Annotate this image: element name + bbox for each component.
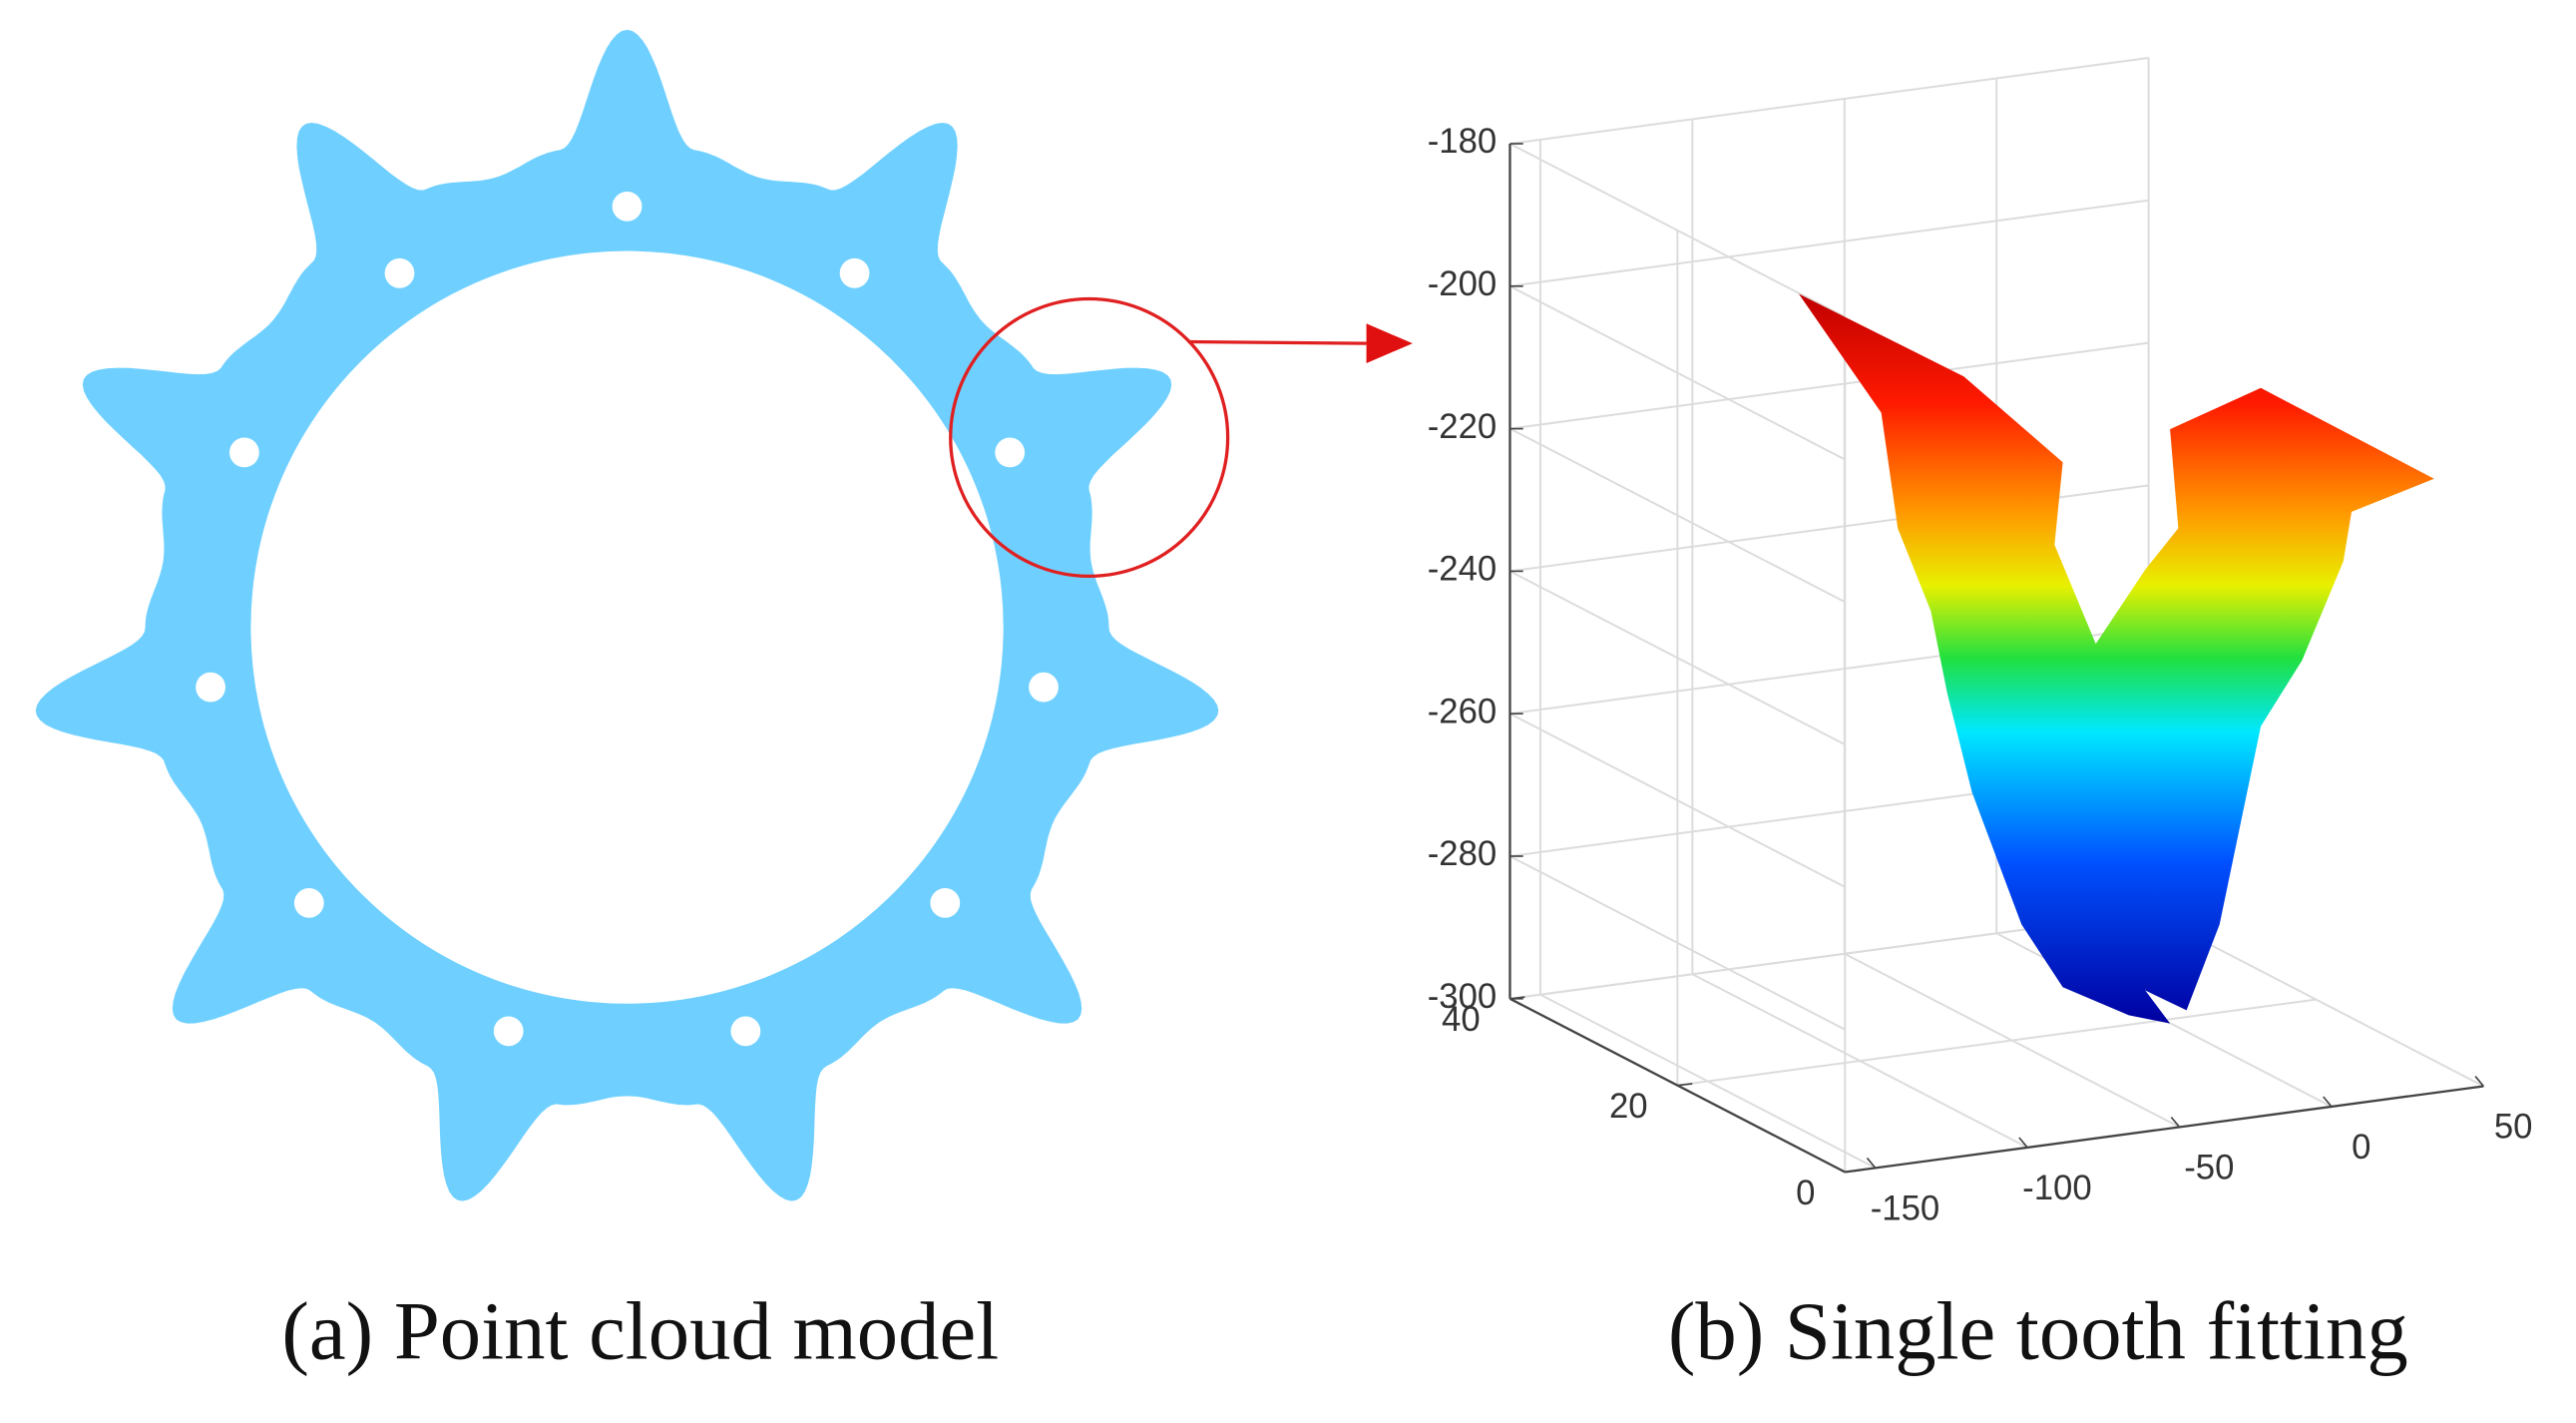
z-tick-label: -280 (1428, 835, 1498, 873)
grid-line (1509, 199, 2149, 287)
highlight-circle (949, 296, 1230, 579)
surface-plot: -180 -200 -220 -240 -260 -280 -300 0 20 40 -150 -10… (1428, 57, 2533, 1228)
z-tick-label: -180 (1428, 123, 1498, 161)
gear-body (35, 29, 1219, 1201)
y-tick (1677, 1083, 1693, 1087)
y-tick-label: 0 (1796, 1175, 1815, 1212)
y-tick (1509, 996, 1525, 1000)
x-tick-label: 0 (2352, 1129, 2370, 1167)
z-tick-label: -260 (1428, 693, 1498, 730)
gear-hole (839, 257, 870, 288)
caption-a: (a) Point cloud model (281, 1284, 999, 1376)
x-tick (2474, 1076, 2485, 1088)
y-tick (1845, 1170, 1861, 1174)
x-tick-label: -150 (1871, 1190, 1940, 1228)
grid-line (1509, 712, 1846, 888)
surface-right (2095, 387, 2434, 1011)
z-tick-label: -300 (1428, 978, 1498, 1016)
x-tick (2170, 1116, 2181, 1128)
x-tick-label: -50 (2184, 1150, 2234, 1187)
gear-hole (384, 257, 415, 288)
grid-line (1509, 570, 1846, 745)
z-tick-label: -220 (1428, 408, 1498, 446)
grid-line (1677, 998, 2317, 1087)
gear-hole (930, 887, 961, 918)
gear-hole (293, 887, 324, 918)
arrow-line (1187, 339, 1367, 345)
y-tick-label: 20 (1609, 1088, 1648, 1126)
x-axis (1845, 1085, 2484, 1174)
grid-line (1509, 855, 1846, 1031)
x-tick (2018, 1137, 2028, 1149)
gear-hole (730, 1016, 761, 1047)
grid-line (1509, 57, 2149, 145)
surface-left (1798, 293, 2171, 1024)
x-tick-label: -100 (2022, 1170, 2092, 1207)
grid-line (1509, 341, 2149, 430)
grid-line (1509, 427, 1846, 604)
grid-line (1509, 143, 1846, 318)
caption-b: (b) Single tooth fitting (1668, 1284, 2408, 1376)
x-tick (2323, 1096, 2333, 1108)
grid-line (1509, 284, 1846, 461)
arrow-head (1366, 323, 1413, 363)
gear-hole (228, 437, 259, 468)
z-tick-label: -200 (1428, 265, 1498, 303)
gear-point-cloud (35, 29, 1219, 1201)
gear-hole (196, 672, 225, 703)
z-tick-label: -240 (1428, 551, 1498, 589)
gear-hole (1029, 672, 1059, 703)
gear-hole (493, 1016, 524, 1047)
y-tick-label: 40 (1442, 1001, 1481, 1039)
x-tick (1866, 1157, 1877, 1169)
gear-hole (612, 191, 643, 222)
gear-hole (995, 437, 1026, 468)
x-tick-label: 50 (2494, 1109, 2533, 1147)
